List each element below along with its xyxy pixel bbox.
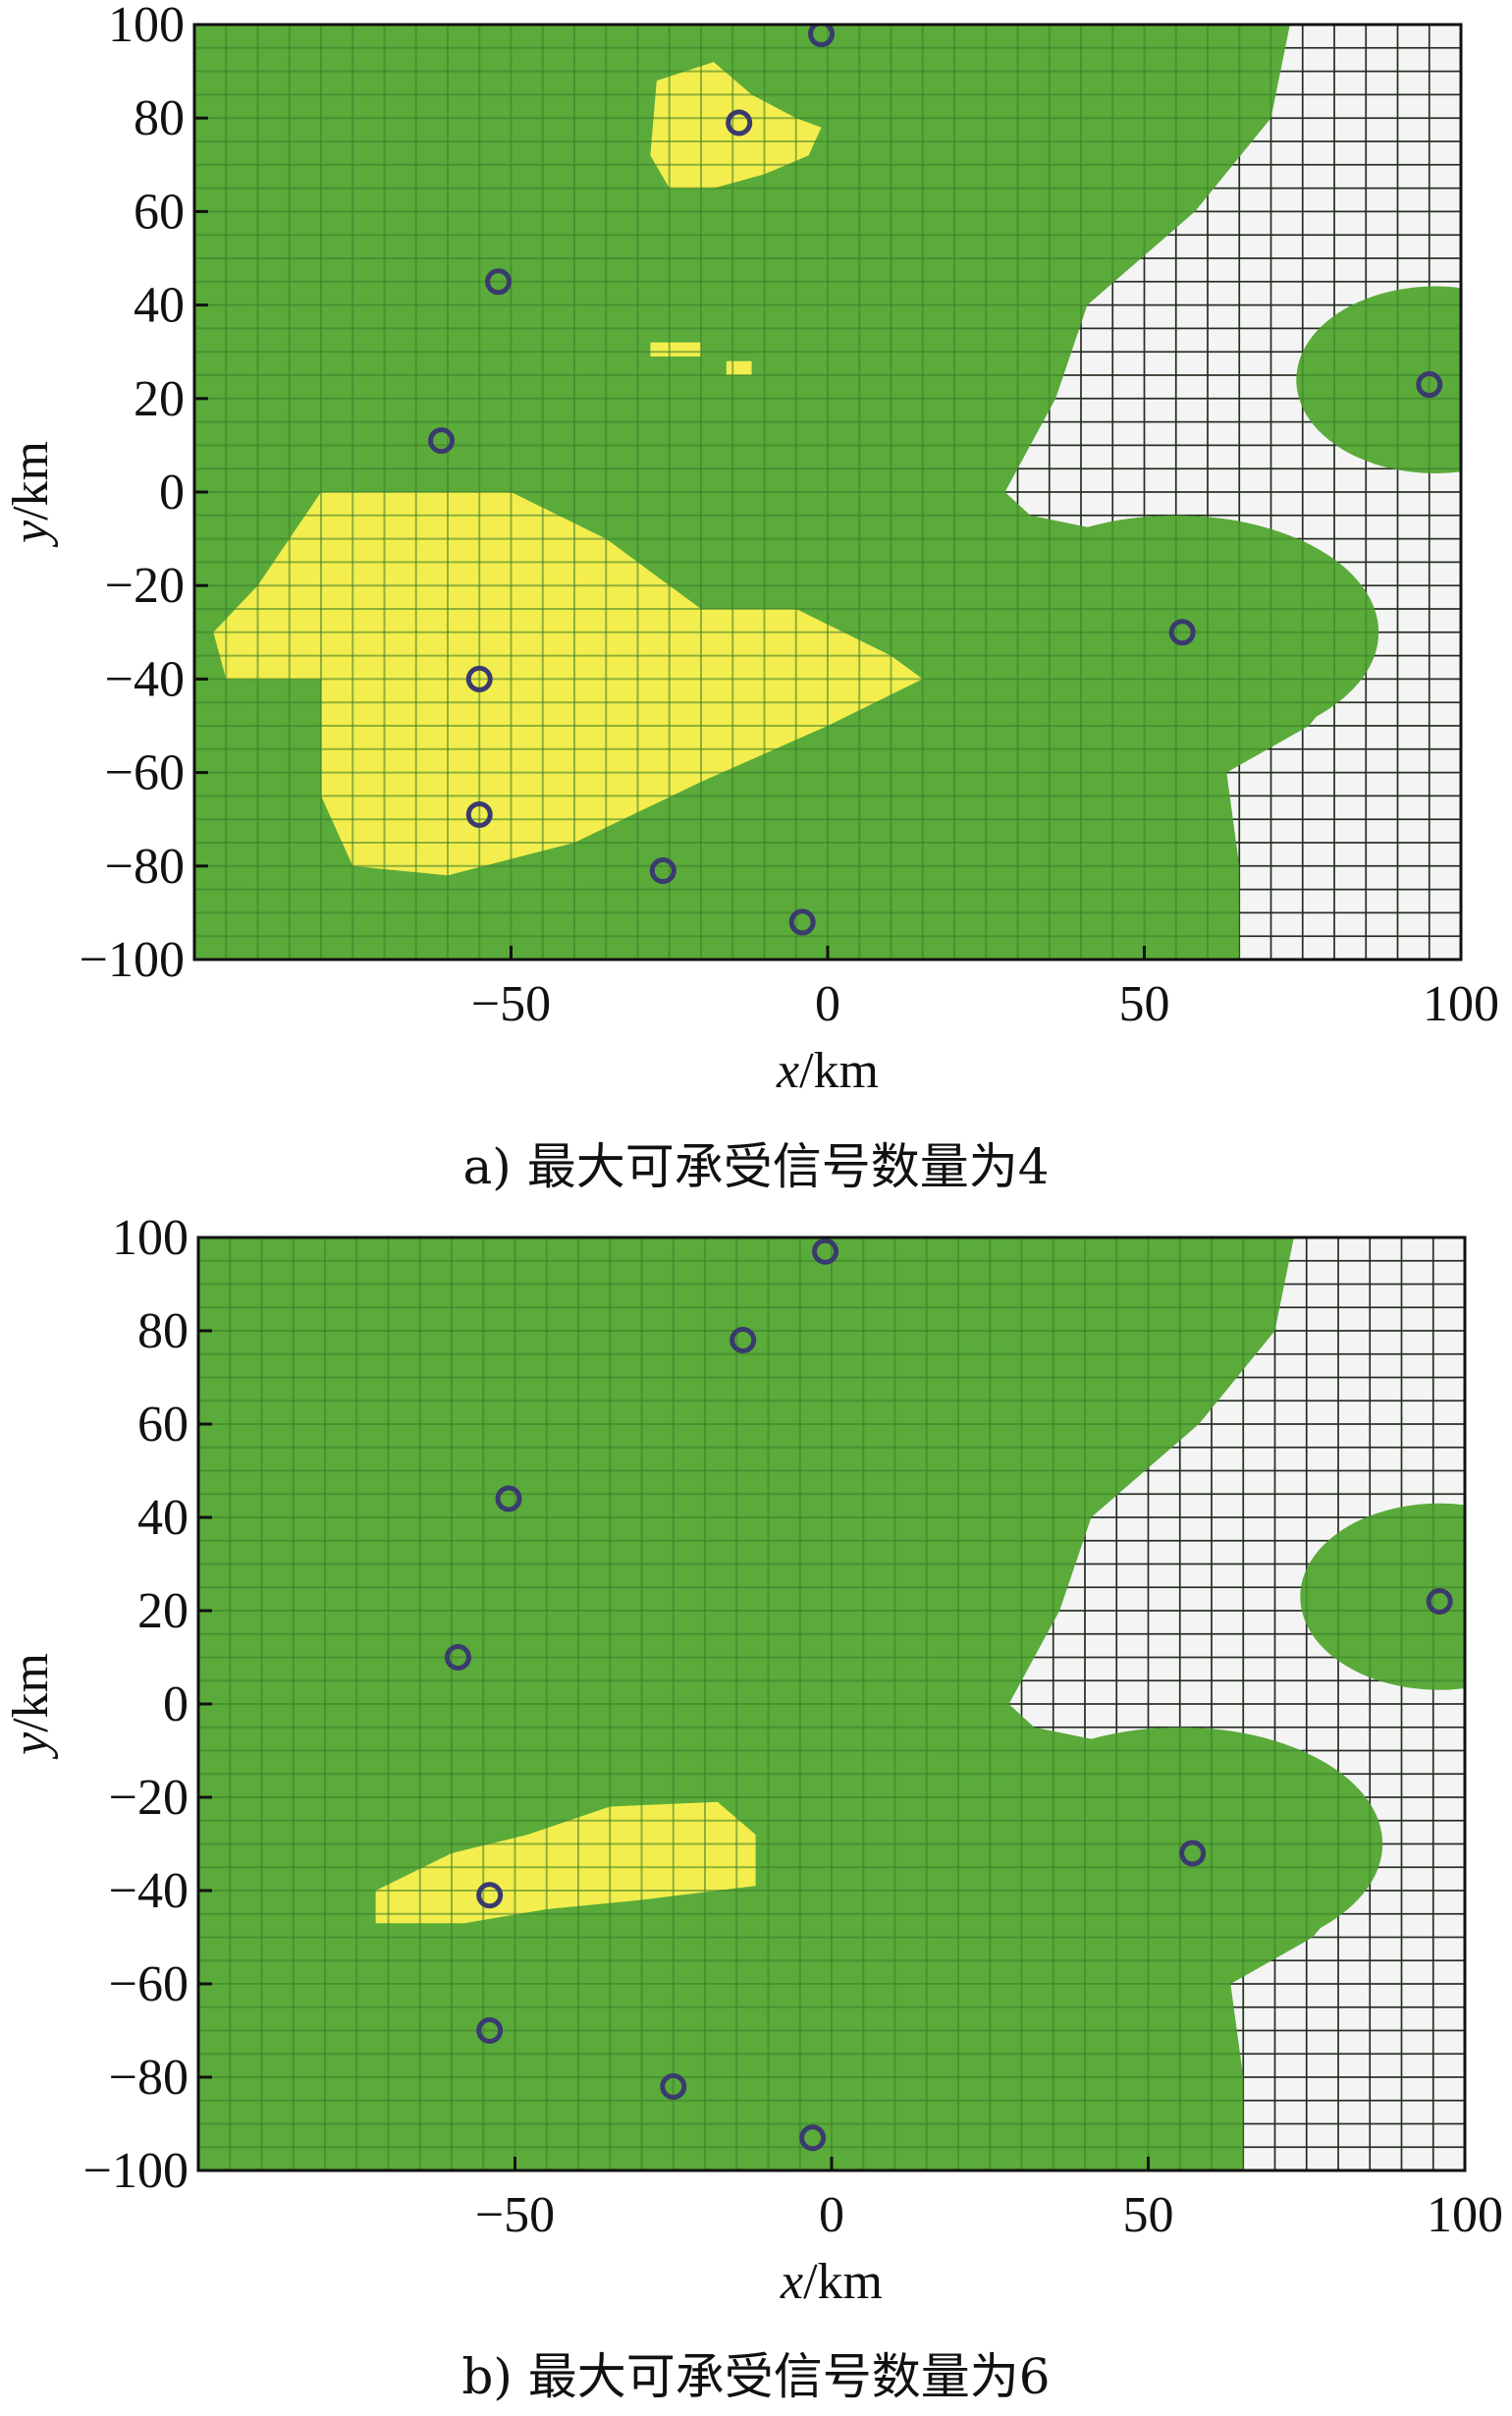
station-marker-4 (465, 665, 493, 692)
plot-area (198, 1237, 1465, 2170)
x-tick-label: 0 (819, 2187, 844, 2243)
grid-white (198, 1237, 1465, 2170)
station-marker-1 (729, 1327, 757, 1353)
y-tick-label: 100 (108, 0, 185, 53)
y-tick-label: 60 (134, 184, 185, 240)
y-tick-label: 0 (163, 1676, 189, 1732)
station-marker-6 (649, 857, 676, 885)
station-marker-0 (812, 1237, 839, 1265)
x-tick-label: 0 (815, 976, 840, 1032)
caption-a: a) 最大可承受信号数量为4 (462, 1138, 1050, 1195)
y-tick-label: 20 (134, 371, 185, 427)
plot-area (194, 25, 1461, 960)
heatmap-a: 100 80 60 40 20 0 −20 −40 −60 −80 −100 −50 0 50 100 x/k… (3, 0, 1499, 1099)
y-tick-label: 80 (134, 90, 185, 146)
y-tick-label: 60 (137, 1397, 189, 1453)
y-tick-label: −40 (105, 651, 185, 707)
x-axis-label: x/km (780, 2254, 883, 2310)
y-axis-label: y/km (3, 441, 59, 548)
heatmap-b: 100 80 60 40 20 0 −20 −40 −60 −80 −100 −50 0 50 100 x/k… (3, 1210, 1503, 2310)
yellow-region-3 (726, 360, 752, 375)
y-tick-label: −80 (109, 2050, 189, 2106)
panel-b: 100 80 60 40 20 0 −20 −40 −60 −80 −100 −50 0 50 100 x/k… (0, 1208, 1512, 2416)
y-tick-label: 80 (137, 1303, 189, 1359)
station-marker-7 (799, 2124, 827, 2152)
station-marker-3 (428, 427, 456, 455)
station-marker-7 (788, 908, 816, 936)
y-tick-label: −20 (105, 558, 185, 614)
x-tick-label: 100 (1427, 2187, 1503, 2243)
y-tick-label: −100 (83, 2143, 189, 2199)
y-tick-label: −60 (109, 1956, 189, 2012)
station-marker-3 (444, 1644, 471, 1671)
station-marker-4 (476, 1882, 504, 1909)
yellow-region-0 (375, 1801, 756, 1924)
x-tick-label: 50 (1123, 2187, 1174, 2243)
station-marker-9 (1426, 1588, 1453, 1615)
grid-white (194, 25, 1461, 960)
x-tick-label: 50 (1119, 976, 1170, 1032)
y-tick-label: −60 (105, 745, 185, 801)
y-tick-label: −20 (109, 1770, 189, 1826)
station-marker-5 (476, 2017, 504, 2044)
yellow-region-0 (213, 492, 923, 876)
station-marker-8 (1179, 1839, 1207, 1867)
station-marker-2 (485, 268, 513, 296)
y-tick-label: 20 (137, 1583, 189, 1639)
station-marker-0 (808, 25, 836, 48)
y-axis-label: y/km (3, 1653, 59, 1760)
yellow-region-2 (650, 342, 701, 357)
x-tick-label: −50 (471, 976, 551, 1032)
yellow-region-1 (650, 62, 822, 189)
station-marker-8 (1168, 619, 1196, 646)
caption-b: b) 最大可承受信号数量为6 (461, 2348, 1051, 2405)
station-marker-2 (495, 1485, 522, 1512)
panel-a: 100 80 60 40 20 0 −20 −40 −60 −80 −100 −50 0 50 100 x/k… (3, 0, 1499, 1195)
y-tick-label: 100 (112, 1210, 189, 1266)
y-tick-label: 40 (137, 1490, 189, 1546)
station-marker-6 (660, 2073, 687, 2100)
y-tick-label: −80 (105, 839, 185, 895)
x-tick-label: 100 (1423, 976, 1499, 1032)
y-tick-label: −100 (80, 932, 185, 988)
station-marker-9 (1416, 371, 1443, 399)
station-marker-1 (726, 109, 753, 137)
x-axis-label: x/km (776, 1043, 879, 1099)
x-tick-label: −50 (475, 2187, 555, 2243)
y-tick-label: 40 (134, 278, 185, 334)
y-tick-label: 0 (159, 465, 185, 521)
station-marker-5 (465, 800, 493, 828)
y-tick-label: −40 (109, 1863, 189, 1919)
